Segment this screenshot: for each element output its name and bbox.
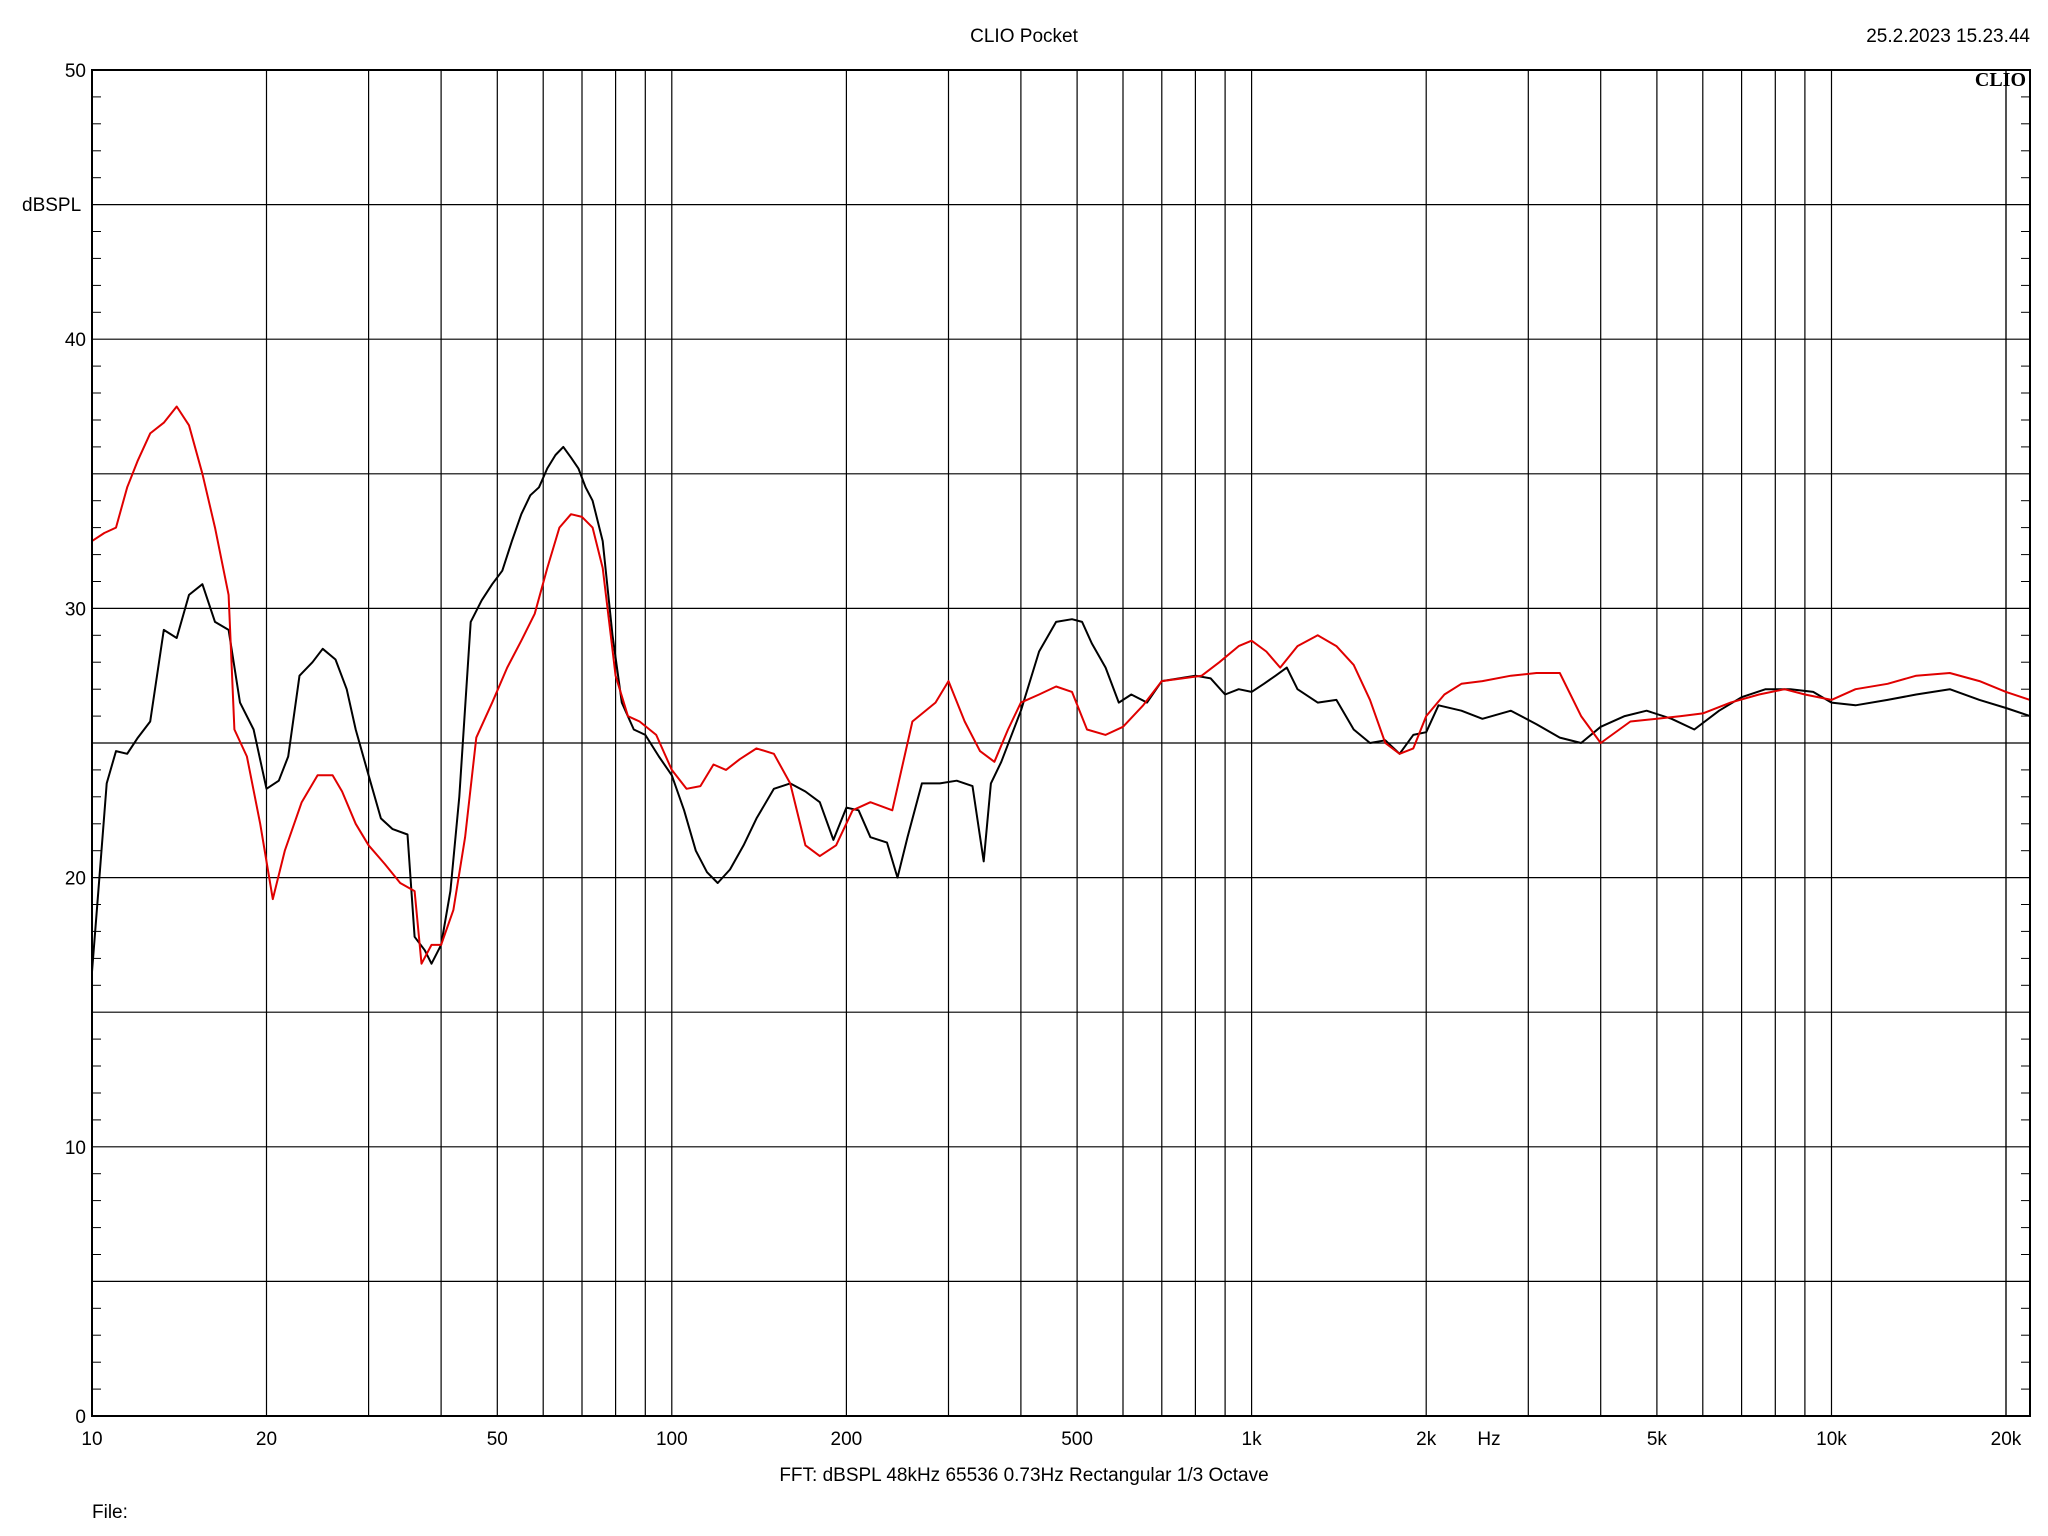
y-tick-label: 20 [65,869,86,890]
x-tick-label: 50 [487,1429,508,1450]
clio-logo: CLIO [1975,69,2026,91]
y-tick-label: 40 [65,330,86,351]
series-line-black [91,445,2031,972]
x-axis-label: Hz [1477,1429,1500,1450]
x-tick-label: 20k [1991,1429,2022,1450]
x-tick-label: 20 [256,1429,277,1450]
y-tick-label: 30 [65,599,86,620]
plot-frame [91,69,2031,1417]
chart-grid [92,70,2030,1416]
series-line-red [91,405,2031,965]
x-tick-label: 200 [831,1429,863,1450]
x-tick-label: 1k [1242,1429,1263,1450]
plot-series [91,405,2031,972]
x-tick-label: 10 [81,1429,102,1450]
chart-title: CLIO Pocket [970,26,1078,47]
y-tick-label: 10 [65,1138,86,1159]
x-tick-label: 5k [1647,1429,1668,1450]
y-tick-label: 50 [65,61,86,82]
y-axis-label: dBSPL [22,195,81,216]
x-tick-label: 2k [1416,1429,1437,1450]
x-tick-label: 500 [1061,1429,1093,1450]
x-tick-label: 100 [656,1429,688,1450]
x-tick-label: 10k [1816,1429,1847,1450]
fft-settings-text: FFT: dBSPL 48kHz 65536 0.73Hz Rectangula… [779,1465,1268,1486]
y-tick-label: 0 [75,1407,86,1428]
file-label: File: [92,1502,128,1523]
timestamp: 25.2.2023 15.23.44 [1866,26,2030,47]
